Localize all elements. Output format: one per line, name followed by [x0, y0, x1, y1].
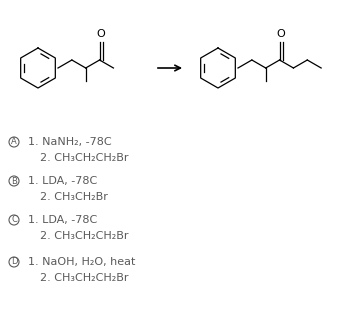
Text: 2. CH₃CH₂CH₂Br: 2. CH₃CH₂CH₂Br: [40, 153, 128, 163]
Text: A: A: [11, 138, 17, 146]
Text: O: O: [277, 29, 286, 39]
Text: O: O: [97, 29, 105, 39]
Text: 1. NaOH, H₂O, heat: 1. NaOH, H₂O, heat: [28, 257, 135, 267]
Text: C: C: [11, 215, 17, 224]
Text: D: D: [11, 258, 17, 266]
Text: 1. LDA, -78C: 1. LDA, -78C: [28, 215, 97, 225]
Text: 1. NaNH₂, -78C: 1. NaNH₂, -78C: [28, 137, 112, 147]
Text: 2. CH₃CH₂CH₂Br: 2. CH₃CH₂CH₂Br: [40, 273, 128, 283]
Text: 1. LDA, -78C: 1. LDA, -78C: [28, 176, 97, 186]
Text: B: B: [11, 176, 17, 186]
Text: 2. CH₃CH₂CH₂Br: 2. CH₃CH₂CH₂Br: [40, 231, 128, 241]
Text: 2. CH₃CH₂Br: 2. CH₃CH₂Br: [40, 192, 108, 202]
